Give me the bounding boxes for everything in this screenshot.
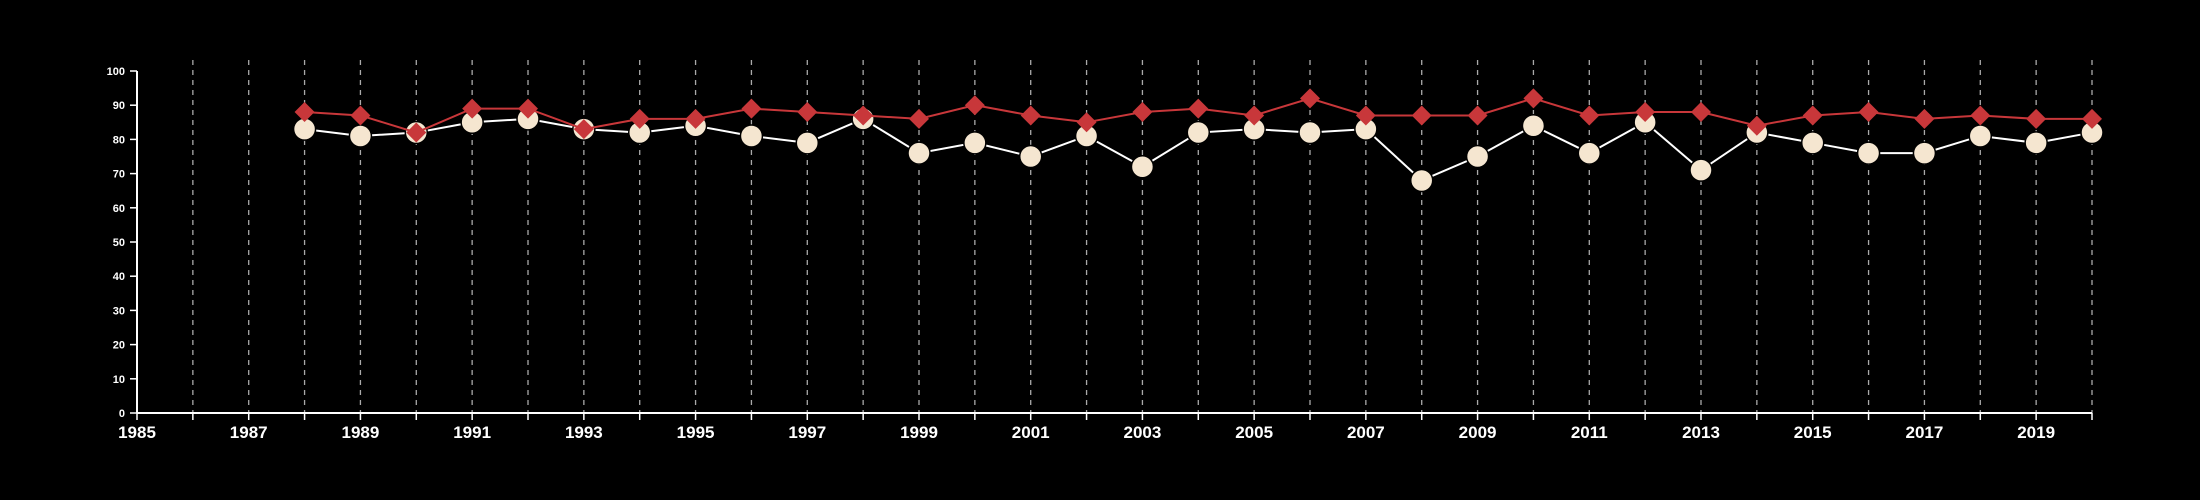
- point-diamond-2016: [1858, 102, 1879, 123]
- point-circle-2000: [963, 131, 987, 155]
- y-tick-label-20: 20: [113, 340, 125, 352]
- x-tick-label-1999: 1999: [900, 423, 938, 442]
- x-tick-label-1989: 1989: [342, 423, 380, 442]
- axes: 1985 1987 1989 1991 1993 1995 1997 1999 2001 2003…: [107, 66, 2093, 442]
- y-tick-label-100: 100: [107, 66, 125, 78]
- y-tick-label-90: 90: [113, 100, 125, 112]
- point-diamond-2003: [1132, 102, 1153, 123]
- point-diamond-2020: [2082, 108, 2102, 129]
- point-circle-2017: [1912, 141, 1937, 165]
- y-tick-label-60: 60: [113, 203, 125, 215]
- point-diamond-1994: [629, 108, 650, 129]
- point-diamond-2014: [1746, 115, 1767, 136]
- series-diamond: [294, 88, 2102, 143]
- y-tick-label-10: 10: [113, 374, 125, 386]
- point-circle-1999: [907, 141, 931, 165]
- x-tick-label-2017: 2017: [1906, 423, 1944, 442]
- point-circle-2003: [1130, 155, 1155, 179]
- y-tick-label-80: 80: [113, 134, 125, 146]
- point-circle-2011: [1577, 141, 1602, 165]
- point-circle-2010: [1521, 113, 1546, 138]
- point-diamond-1992: [518, 98, 538, 119]
- point-circle-1989: [348, 124, 373, 148]
- point-diamond-2019: [2026, 108, 2047, 129]
- point-diamond-2009: [1467, 105, 1488, 126]
- point-diamond-2004: [1188, 98, 1209, 119]
- point-diamond-2006: [1300, 88, 1320, 109]
- x-tick-label-2013: 2013: [1682, 423, 1720, 442]
- y-tick-label-40: 40: [113, 271, 125, 283]
- point-diamond-1990: [406, 122, 427, 143]
- point-circle-2006: [1298, 120, 1322, 145]
- point-circle-2013: [1689, 158, 1713, 182]
- x-tick-label-1987: 1987: [230, 423, 268, 442]
- y-tick-label-70: 70: [113, 169, 125, 181]
- series: [292, 88, 2104, 193]
- point-diamond-1995: [685, 108, 706, 129]
- x-tick-label-2019: 2019: [2017, 423, 2055, 442]
- point-diamond-1988: [294, 102, 315, 123]
- point-diamond-2000: [964, 95, 985, 116]
- point-diamond-2001: [1020, 105, 1041, 126]
- x-tick-label-2007: 2007: [1347, 423, 1385, 442]
- point-circle-1996: [739, 124, 764, 148]
- y-tick-label-0: 0: [119, 408, 125, 420]
- point-diamond-1998: [853, 105, 874, 126]
- point-diamond-2005: [1244, 105, 1265, 126]
- x-tick-label-2001: 2001: [1012, 423, 1050, 442]
- point-circle-2001: [1018, 144, 1043, 169]
- x-tick-label-1991: 1991: [453, 423, 491, 442]
- x-tick-label-2011: 2011: [1571, 423, 1608, 442]
- x-tick-label-1995: 1995: [677, 423, 715, 442]
- x-tick-label-2005: 2005: [1235, 423, 1273, 442]
- point-diamond-1991: [462, 98, 483, 119]
- point-diamond-1997: [797, 102, 818, 123]
- point-circle-2018: [1968, 124, 1993, 148]
- x-tick-label-1993: 1993: [565, 423, 603, 442]
- point-circle-2019: [2024, 131, 2048, 155]
- point-diamond-2013: [1691, 102, 1711, 123]
- point-diamond-1996: [741, 98, 762, 119]
- point-circle-1997: [795, 131, 820, 155]
- point-diamond-1989: [350, 105, 371, 126]
- x-tick-label-1997: 1997: [788, 423, 826, 442]
- grid-lines: [192, 60, 2093, 413]
- y-tick-label-30: 30: [113, 305, 125, 317]
- y-tick-label-50: 50: [113, 237, 125, 249]
- x-tick-label-2015: 2015: [1794, 423, 1832, 442]
- point-diamond-2007: [1355, 105, 1376, 126]
- point-diamond-2018: [1970, 105, 1991, 126]
- point-circle-2015: [1800, 131, 1825, 155]
- point-diamond-2010: [1523, 88, 1544, 109]
- point-diamond-2002: [1076, 112, 1097, 133]
- point-diamond-2015: [1802, 105, 1823, 126]
- point-diamond-2008: [1411, 105, 1432, 126]
- x-tick-label-1985: 1985: [118, 423, 156, 442]
- point-diamond-1999: [909, 108, 929, 129]
- x-tick-label-2003: 2003: [1124, 423, 1162, 442]
- point-circle-2009: [1465, 144, 1490, 169]
- point-diamond-2017: [1914, 108, 1935, 129]
- point-circle-2004: [1186, 120, 1211, 145]
- point-circle-2008: [1409, 168, 1434, 193]
- point-diamond-2012: [1635, 102, 1656, 123]
- point-diamond-2011: [1579, 105, 1600, 126]
- point-diamond-1993: [573, 119, 594, 140]
- point-circle-2016: [1856, 141, 1881, 165]
- x-tick-label-2009: 2009: [1459, 423, 1497, 442]
